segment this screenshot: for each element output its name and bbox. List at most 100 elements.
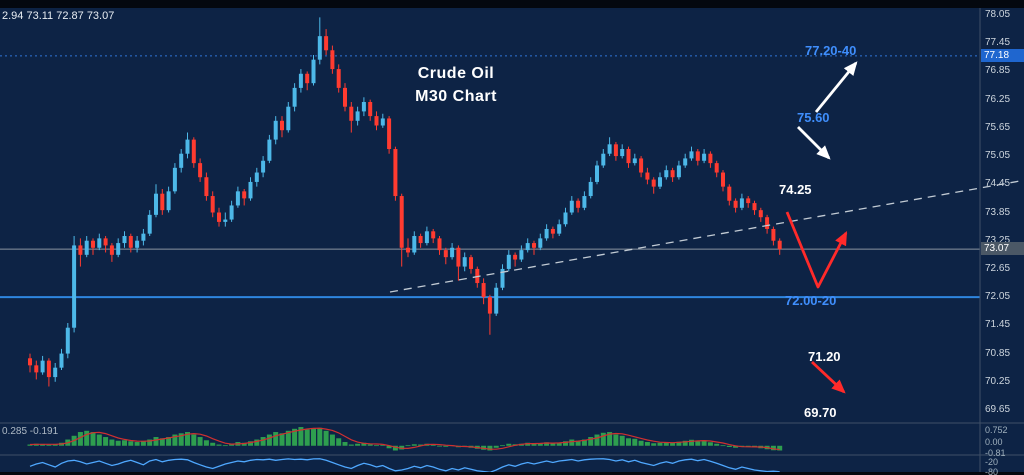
macd-histogram-bar (613, 434, 619, 446)
macd-histogram-bar (619, 435, 625, 446)
candle-down (758, 210, 763, 218)
candle-up (141, 233, 146, 241)
candle-down (777, 240, 782, 250)
macd-histogram-bar (657, 442, 663, 446)
annotation-level-7425[interactable]: 74.25 (779, 182, 812, 197)
macd-histogram-bar (600, 432, 606, 446)
candle-up (683, 158, 688, 166)
macd-histogram-bar (707, 442, 713, 446)
candle-up (97, 238, 102, 248)
candle-down (765, 217, 770, 229)
macd-histogram-bar (430, 444, 436, 446)
macd-histogram-bar (285, 430, 291, 446)
candle-up (676, 165, 681, 178)
annotation-level-7560[interactable]: 75.60 (797, 110, 830, 125)
macd-histogram-bar (172, 434, 178, 446)
macd-histogram-bar (84, 430, 90, 446)
candle-up (273, 120, 278, 140)
red-arrow-down-to-6970[interactable] (811, 360, 846, 394)
window-top-bar (0, 0, 1024, 8)
macd-histogram-bar (733, 445, 739, 448)
ohlc-readout: 2.94 73.11 72.87 73.07 (2, 10, 115, 22)
candle-up (595, 165, 599, 182)
price-axis-tick: 72.05 (985, 291, 1011, 303)
candle-up (298, 73, 303, 88)
price-axis-tick: 70.25 (985, 375, 1011, 387)
oscillator-line (29, 458, 780, 473)
macd-histogram-bar (348, 444, 354, 446)
candle-up (355, 111, 360, 121)
macd-histogram-bar (77, 432, 83, 446)
candle-up (506, 254, 511, 269)
macd-histogram-bar (147, 439, 153, 446)
candle-up (166, 191, 171, 211)
macd-histogram-bar (336, 438, 342, 446)
macd-signal-line (29, 427, 780, 451)
candle-up (135, 240, 140, 248)
candle-up (588, 181, 593, 197)
price-axis-tick: 72.65 (985, 262, 1011, 274)
macd-histogram-bar (569, 439, 575, 446)
macd-histogram-bar (115, 440, 121, 446)
trendline[interactable] (389, 180, 1021, 293)
price-axis-tick: 76.85 (985, 65, 1011, 77)
annotation-resistance-zone[interactable]: 77.20-40 (805, 43, 857, 58)
window-bottom-edge (0, 472, 1024, 475)
candle-down (28, 358, 32, 366)
annotation-level-6970[interactable]: 69.70 (804, 405, 837, 420)
macd-histogram-bar (292, 428, 298, 446)
macd-histogram-bar (443, 445, 449, 447)
macd-histogram-bar (626, 438, 631, 446)
price-axis[interactable]: 78.05 77.45 76.85 76.25 75.65 75.05 74.45 73.85… (984, 0, 1024, 475)
candle-down (406, 247, 410, 253)
macd-histogram-bar (342, 442, 348, 446)
candle-up (292, 87, 297, 107)
macd-histogram-bar (745, 445, 751, 447)
candle-down (387, 118, 392, 150)
macd-histogram-bar (191, 434, 197, 446)
annotation-support-zone[interactable]: 72.00-20 (785, 293, 837, 308)
candle-down (752, 203, 757, 211)
macd-histogram-bar (128, 441, 134, 446)
macd-histogram-bar (531, 443, 537, 446)
candle-down (481, 283, 486, 298)
chart-title: Crude Oil M30 Chart (378, 62, 534, 108)
candle-down (198, 163, 203, 178)
candle-up (739, 198, 744, 208)
candle-down (487, 297, 492, 314)
price-axis-tick: 69.65 (985, 404, 1011, 415)
macd-histogram-bar (279, 433, 285, 446)
candle-down (204, 177, 209, 197)
current-price-tag: 73.07 (981, 242, 1024, 256)
macd-histogram-bar (197, 437, 203, 446)
macd-histogram-bar (392, 445, 398, 451)
candle-up (689, 151, 694, 159)
price-axis-tick: 73.25 (985, 234, 1011, 246)
candle-down (651, 179, 656, 187)
candle-up (254, 172, 259, 182)
macd-histogram-bar (40, 444, 46, 446)
candle-up (65, 327, 70, 354)
candle-down (727, 186, 732, 201)
macd-histogram-bar (487, 445, 493, 451)
candle-up (84, 240, 89, 255)
candle-down (418, 236, 423, 244)
annotation-level-7120[interactable]: 71.20 (808, 349, 841, 364)
macd-histogram-bar (594, 434, 600, 446)
white-arrow-down-from-7560[interactable] (797, 126, 831, 160)
macd-histogram-bar (544, 442, 550, 446)
candle-down (576, 200, 581, 208)
white-arrow-up-to-7720[interactable] (814, 61, 858, 113)
macd-histogram-bar (575, 440, 581, 446)
price-axis-tick: 75.05 (985, 150, 1011, 162)
chart-title-line2: M30 Chart (415, 88, 497, 106)
macd-histogram-bar (588, 437, 594, 446)
candle-down (639, 158, 644, 173)
candle-down (708, 153, 713, 164)
macd-histogram-bar (96, 434, 102, 446)
candle-up (172, 167, 177, 192)
candle-down (393, 149, 398, 197)
red-arrow-pullback-path[interactable] (785, 211, 848, 289)
macd-histogram-bar (581, 439, 587, 446)
